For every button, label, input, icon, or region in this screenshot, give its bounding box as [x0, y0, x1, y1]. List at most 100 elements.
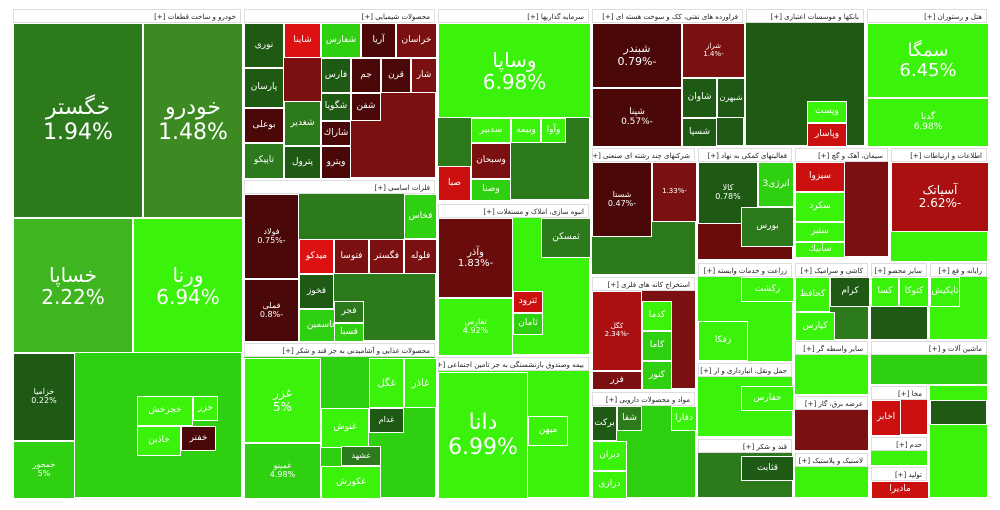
tile: ستیر: [795, 222, 845, 242]
tile: کسا: [871, 277, 899, 307]
sector: سایر واسطه گر [+]: [794, 340, 869, 395]
change: 6.98%: [913, 121, 943, 132]
symbol: شفارس: [325, 34, 357, 45]
tile: صبا: [438, 166, 471, 201]
symbol: دانا: [468, 410, 498, 436]
symbol: شبهرن: [719, 92, 743, 102]
symbol: دفارا: [675, 412, 693, 423]
filler: [929, 385, 988, 498]
tile: کگل -2.34%: [592, 291, 642, 371]
sector-title: استخراج کانه های فلزی [+]: [592, 277, 695, 291]
sector: محصولات شیمیایی [+] خراسان آریا شفارس شاینا ن…: [243, 8, 437, 179]
tile: شفن: [351, 93, 381, 121]
tile: خودرو 1.48%: [143, 23, 243, 218]
tile: سکرد: [795, 192, 845, 222]
change: -0.75%: [257, 235, 286, 245]
sector-title: مواد و محصولات دارویی [+]: [592, 392, 695, 406]
sector: محصولات غذایی و آشامیدنی به جز قند و شکر…: [243, 342, 437, 499]
tile: شسپا: [682, 118, 717, 147]
sector: شرکتهای چند رشته ای صنعتی [+] شستا -0.47% -…: [591, 147, 697, 275]
symbol: فسبا: [340, 326, 358, 337]
tile: درازی: [592, 471, 627, 499]
change: -2.62%: [918, 196, 962, 210]
symbol: جم: [360, 69, 372, 80]
symbol: سآبیك: [808, 244, 832, 255]
symbol: میدکو: [305, 250, 328, 261]
change: 1.48%: [158, 119, 228, 145]
change: -2.34%: [604, 330, 630, 338]
tile: شبهرن: [717, 78, 745, 118]
change: -0.8%: [259, 309, 284, 319]
tile: وآذر -1.83%: [438, 218, 513, 298]
sector-title: مخا [+]: [871, 386, 927, 400]
symbol: فارس: [324, 69, 348, 80]
symbol: فزر: [610, 374, 624, 385]
tile: دیران: [592, 441, 627, 471]
symbol: غشهد: [351, 450, 371, 460]
symbol: ورنا: [172, 262, 204, 287]
tile: وپست: [807, 101, 847, 123]
symbol: ويترو: [326, 156, 346, 167]
symbol: زکشت: [754, 283, 781, 294]
sector: تولید [+] مادیرا: [870, 466, 929, 499]
tile: اخابر: [871, 400, 901, 436]
sector-title: ماشین آلات و [+]: [871, 341, 987, 355]
symbol: تاپیکو: [253, 155, 275, 166]
symbol: کتوکا: [904, 286, 924, 297]
tile: ويترو: [321, 146, 351, 179]
tile: شگویا: [321, 93, 351, 121]
symbol: شستا: [612, 189, 632, 199]
symbol: فخوز: [306, 285, 327, 296]
symbol: درازی: [598, 479, 621, 490]
tile: خجرخش: [137, 396, 193, 426]
sector: سیمان، آهک و گچ [+] سیزوا سکرد ستیر سآبیك: [794, 147, 889, 258]
symbol: غدام: [378, 415, 395, 425]
symbol: وساپا: [492, 47, 537, 72]
sector-title: خودرو و ساخت قطعات [+]: [13, 9, 241, 23]
symbol: خجرخش: [148, 405, 182, 416]
symbol: فجر: [341, 306, 357, 317]
tile: خاذین: [137, 426, 181, 456]
symbol: صبا: [447, 177, 462, 188]
tile: کحافظ: [795, 277, 830, 312]
tile: غزر 5%: [244, 358, 321, 443]
symbol: بورس: [756, 221, 779, 232]
symbol: خگستر: [45, 95, 111, 121]
symbol: شفا: [622, 412, 637, 423]
tile: کتوکا: [899, 277, 929, 307]
sector: زراعت و خدمات وابسته [+] زکشت زفکا: [697, 262, 794, 362]
symbol: خودرو: [165, 95, 222, 121]
sector: لاستیک و پلاستیک [+]: [794, 452, 869, 498]
symbol: فتوسا: [340, 250, 363, 261]
tile: شاوان: [682, 78, 717, 118]
sector: حمل ونقل، انبارداری و ار [+] حفارس: [697, 362, 794, 437]
tile: قرن: [381, 58, 411, 93]
sector-title: لاستیک و پلاستیک [+]: [795, 453, 868, 467]
symbol: حفارس: [753, 392, 782, 403]
symbol: پارسان: [250, 82, 278, 93]
change: -0.47%: [607, 198, 637, 208]
sector: فعالیتهای کمکی به نهاد [+] کالا 0.78% انرژی…: [697, 147, 794, 260]
symbol: شراز: [705, 41, 722, 50]
change: 2.22%: [41, 284, 105, 309]
tile: خراسان: [396, 23, 437, 58]
change: 4.98%: [269, 470, 296, 479]
symbol: کگل: [610, 322, 624, 331]
tile: پارسان: [244, 68, 284, 108]
sector-title: زراعت و خدمات وابسته [+]: [698, 263, 792, 277]
sector-title: سرمایه گذاریها [+]: [438, 9, 589, 23]
tile: فولاد -0.75%: [244, 194, 299, 279]
tile: شفارس: [321, 23, 361, 58]
symbol: فگستر: [374, 250, 399, 261]
tile: گدنا 6.98%: [867, 98, 989, 147]
tile: خفنر: [181, 426, 216, 451]
tile: وساپا 6.98%: [438, 23, 591, 118]
tile: کاما: [642, 331, 672, 361]
tile: کپارس: [795, 312, 835, 341]
tile: نوری: [244, 23, 284, 68]
tile: جم: [351, 58, 381, 93]
tile: خگستر 1.94%: [13, 23, 143, 218]
symbol: قرن: [388, 69, 404, 80]
tile: زفکا: [698, 321, 748, 361]
tile: دفارا: [671, 406, 697, 431]
